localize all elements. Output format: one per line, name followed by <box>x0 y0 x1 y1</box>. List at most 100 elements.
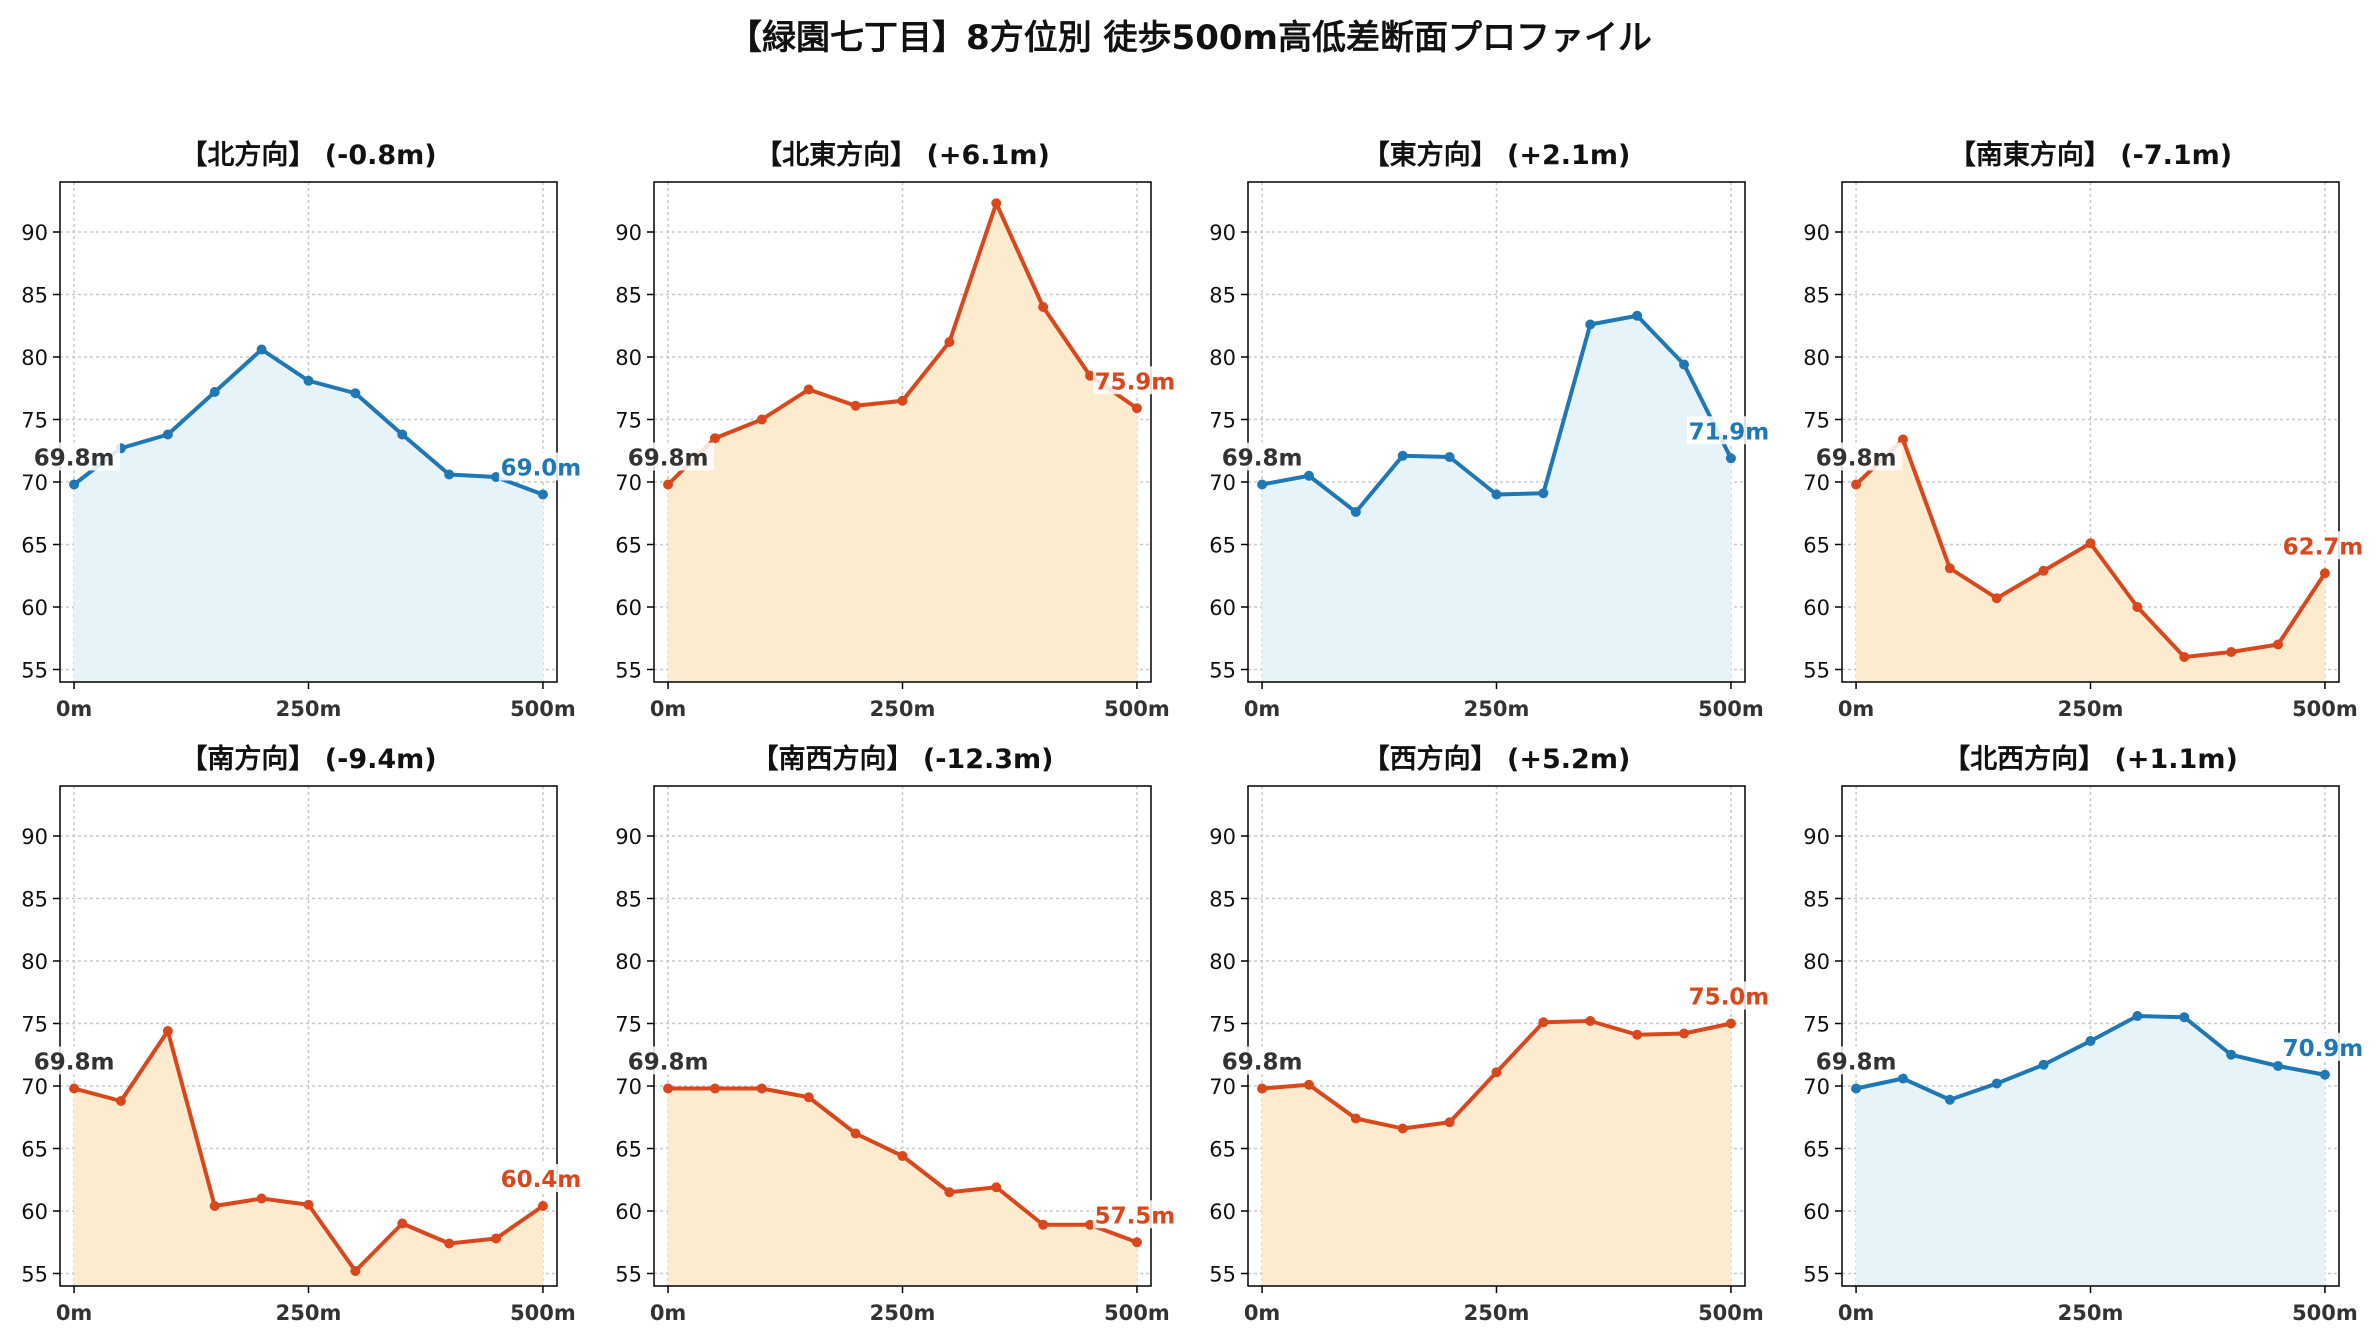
label-background <box>1686 416 1771 445</box>
start-value-label: 69.8m <box>1222 446 1303 472</box>
y-tick-label: 70 <box>1209 471 1236 495</box>
data-point <box>1444 452 1455 462</box>
data-point <box>2085 538 2096 549</box>
end-value-label: 62.7m <box>2283 534 2364 560</box>
y-tick-label: 85 <box>1209 284 1236 308</box>
data-point <box>2132 1011 2143 1021</box>
data-point <box>115 1096 126 1106</box>
data-point <box>803 384 814 395</box>
data-point <box>2319 568 2330 579</box>
y-tick-label: 55 <box>1803 1263 1830 1287</box>
subplot-title: 【北東方向】 (+6.1m) <box>755 139 1050 171</box>
y-tick-label: 70 <box>21 471 48 495</box>
label-background <box>1092 1200 1177 1229</box>
subplot: 【南方向】 (-9.4m) 55 60 65 70 75 80 85 90 0m 250m 500m 6… <box>21 743 583 1325</box>
y-tick-label: 65 <box>1803 1138 1830 1162</box>
y-tick-label: 90 <box>615 825 642 849</box>
data-point <box>850 1128 861 1139</box>
x-tick-label: 250m <box>1464 697 1530 721</box>
start-value-label: 69.8m <box>1816 1050 1897 1076</box>
y-tick-label: 55 <box>1209 659 1236 683</box>
subplot-title: 【北西方向】 (+1.1m) <box>1943 743 2238 775</box>
y-tick-label: 90 <box>21 221 48 245</box>
label-background <box>2280 1032 2365 1061</box>
data-point <box>2179 652 2190 662</box>
data-point <box>1397 450 1408 461</box>
x-tick-label: 0m <box>650 697 687 721</box>
data-point <box>350 1266 361 1276</box>
end-value-label: 60.4m <box>501 1167 582 1193</box>
data-point <box>1679 359 1690 370</box>
data-point <box>1350 507 1361 517</box>
data-point <box>944 1187 955 1198</box>
data-point <box>209 1201 220 1211</box>
data-point <box>444 1238 455 1249</box>
y-tick-label: 70 <box>21 1075 48 1099</box>
data-point <box>1679 1028 1690 1039</box>
y-tick-label: 60 <box>1209 596 1236 620</box>
y-tick-label: 60 <box>1209 1200 1236 1224</box>
data-point <box>991 198 1002 209</box>
end-value-label: 57.5m <box>1095 1203 1176 1229</box>
y-tick-label: 85 <box>615 284 642 308</box>
label-background <box>498 452 583 481</box>
x-tick-label: 0m <box>1838 1301 1875 1325</box>
data-point <box>1538 1017 1549 1028</box>
y-tick-label: 80 <box>21 950 48 974</box>
data-point <box>709 1083 720 1094</box>
end-value-label: 75.0m <box>1689 985 1770 1011</box>
y-tick-label: 65 <box>615 534 642 558</box>
data-point <box>491 1233 502 1244</box>
area-fill <box>74 1031 543 1286</box>
label-background <box>638 1046 715 1075</box>
subplot-title: 【南方向】 (-9.4m) <box>180 743 436 775</box>
x-tick-label: 500m <box>510 1301 576 1325</box>
data-point <box>1991 593 2002 604</box>
data-point <box>1303 1079 1314 1090</box>
y-tick-label: 70 <box>615 471 642 495</box>
area-fill <box>668 203 1137 682</box>
y-tick-label: 60 <box>615 1200 642 1224</box>
y-tick-label: 80 <box>615 346 642 370</box>
y-tick-label: 55 <box>615 1263 642 1287</box>
data-point <box>1851 479 1862 490</box>
x-tick-label: 0m <box>1244 697 1281 721</box>
y-tick-label: 75 <box>1803 1013 1830 1037</box>
y-tick-label: 60 <box>1803 1200 1830 1224</box>
data-point <box>1725 1018 1736 1029</box>
label-background <box>1826 1046 1903 1075</box>
data-point <box>162 429 173 440</box>
end-value-label: 75.9m <box>1095 369 1176 395</box>
data-point <box>897 1151 908 1161</box>
data-point <box>1350 1113 1361 1124</box>
x-tick-label: 500m <box>2292 1301 2358 1325</box>
data-point <box>1585 1016 1596 1026</box>
x-tick-label: 500m <box>1104 697 1170 721</box>
y-tick-label: 90 <box>1803 825 1830 849</box>
data-point <box>2273 1061 2284 1071</box>
subplot: 【北東方向】 (+6.1m) 55 60 65 70 75 80 85 90 0m 250m 500m… <box>615 139 1177 721</box>
area-fill <box>1856 439 2325 682</box>
y-tick-label: 75 <box>615 409 642 433</box>
data-point <box>1944 1094 1955 1105</box>
x-tick-label: 500m <box>1104 1301 1170 1325</box>
data-point <box>69 1083 80 1094</box>
y-tick-label: 85 <box>1209 888 1236 912</box>
label-background <box>44 1046 121 1075</box>
end-value-label: 69.0m <box>501 456 582 482</box>
data-point <box>1303 470 1314 481</box>
y-tick-label: 80 <box>1209 346 1236 370</box>
x-tick-label: 0m <box>56 697 93 721</box>
subplot: 【東方向】 (+2.1m) 55 60 65 70 75 80 85 90 0m 250m 500m 6… <box>1209 139 1771 721</box>
data-point <box>303 1199 314 1210</box>
label-background <box>1092 366 1177 395</box>
data-point <box>2179 1012 2190 1023</box>
data-point <box>444 469 455 480</box>
start-value-label: 69.8m <box>628 446 709 472</box>
data-point <box>991 1182 1002 1193</box>
data-point <box>2273 639 2284 650</box>
y-tick-label: 60 <box>1803 596 1830 620</box>
data-point <box>1897 1073 1908 1084</box>
label-background <box>2280 531 2365 560</box>
